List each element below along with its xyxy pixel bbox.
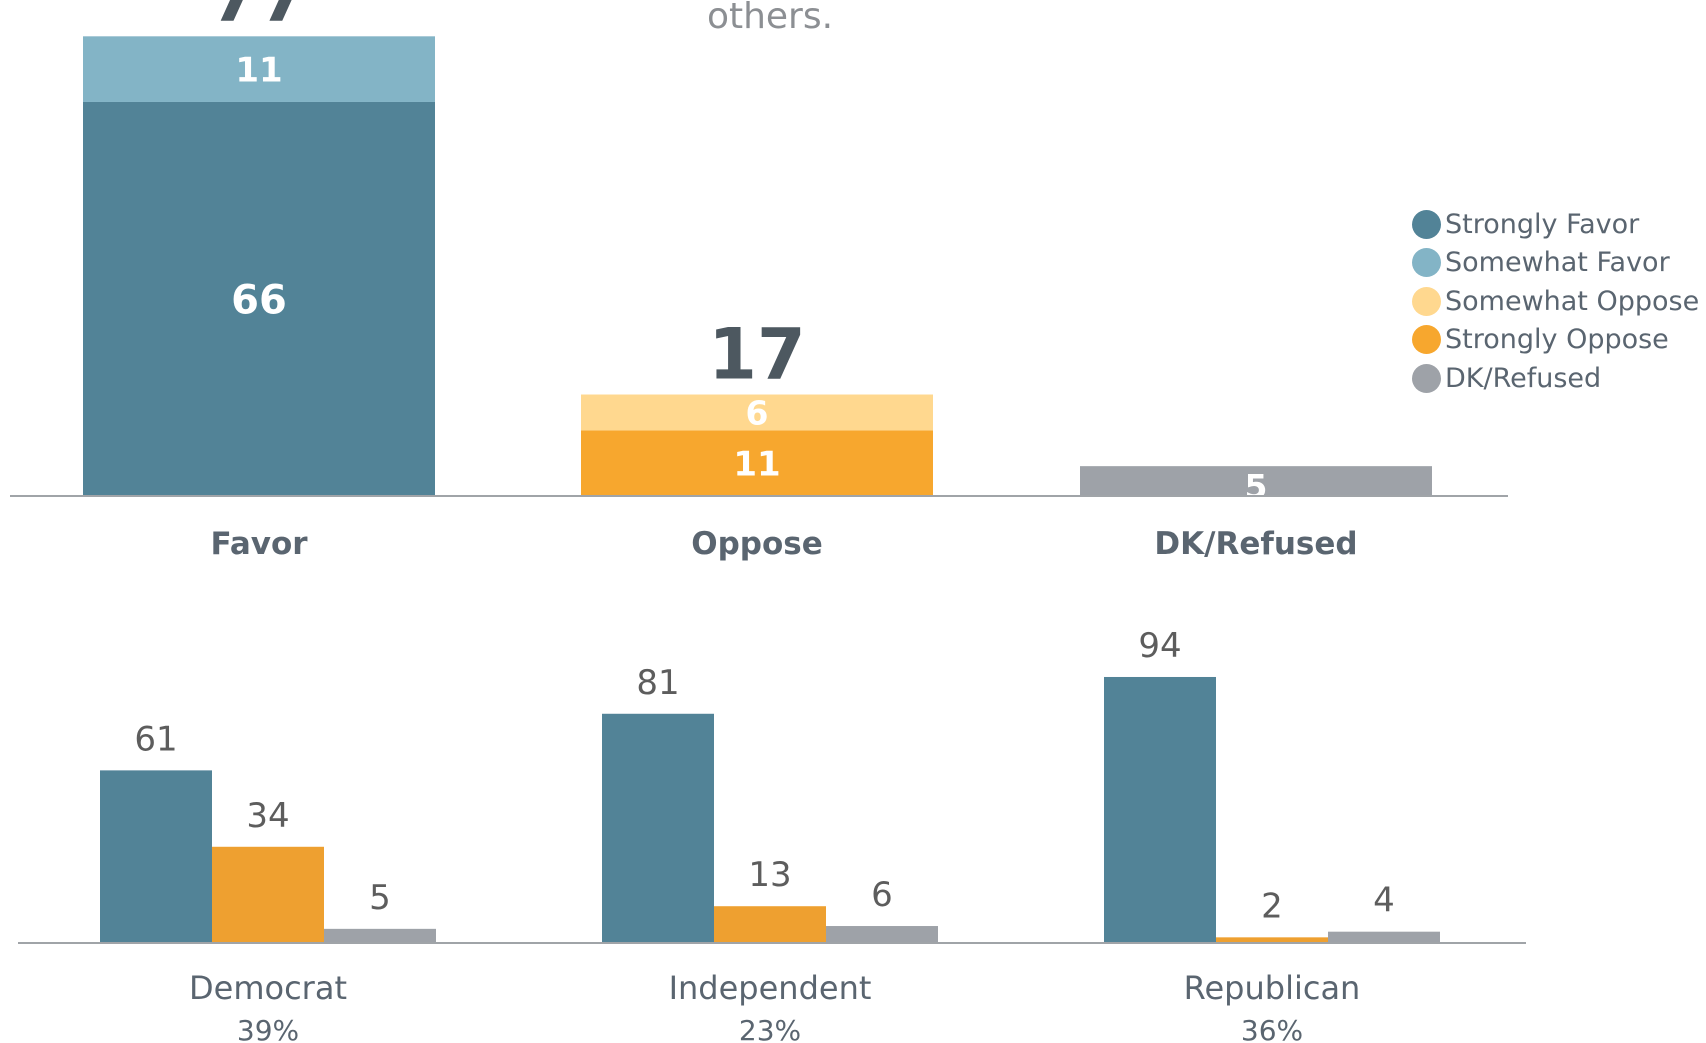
data-label-republican-oppose: 2: [1261, 886, 1283, 926]
legend-item-somewhat-oppose: Somewhat Oppose: [1412, 282, 1699, 321]
legend-item-strongly-oppose: Strongly Oppose: [1412, 321, 1699, 360]
top-stacked-bar-chart: 66 11 77 Favor 11 617 Oppose 5 DK/Refused: [10, 0, 1508, 562]
legend-item-strongly-favor: Strongly Favor: [1412, 205, 1699, 244]
bar-republican-dk-refused: [1328, 932, 1440, 943]
x-tick-label-republican: Republican: [1184, 969, 1361, 1007]
legend-label: Somewhat Oppose: [1445, 286, 1699, 317]
data-label-democrat-dk-refused: 5: [369, 878, 391, 918]
x-tick-sublabel-democrat: 39%: [237, 1014, 299, 1043]
legend-swatch: [1412, 248, 1441, 277]
data-label-republican-dk-refused: 4: [1373, 881, 1395, 921]
x-tick-label-dk-refused: DK/Refused: [1154, 526, 1357, 562]
data-label-independent-oppose: 13: [748, 855, 791, 895]
legend-item-dk-refused: DK/Refused: [1412, 359, 1699, 398]
bar-independent-dk-refused: [826, 926, 938, 943]
data-label-republican-favor: 94: [1138, 626, 1181, 666]
legend-swatch: [1412, 210, 1441, 239]
data-label-oppose-somewhat-oppose: 6: [746, 393, 769, 432]
legend-swatch: [1412, 325, 1441, 354]
bar-democrat-favor: [100, 770, 212, 943]
legend-swatch: [1412, 287, 1441, 316]
x-tick-label-oppose: Oppose: [691, 526, 823, 562]
data-label-favor-strongly-favor: 66: [231, 277, 287, 323]
bar-democrat-dk-refused: [324, 929, 436, 943]
chart-legend: Strongly Favor Somewhat Favor Somewhat O…: [1412, 205, 1699, 398]
total-label-oppose: 17: [708, 314, 805, 396]
legend-item-somewhat-favor: Somewhat Favor: [1412, 244, 1699, 283]
x-tick-label-favor: Favor: [210, 526, 308, 562]
legend-label: DK/Refused: [1445, 363, 1601, 394]
data-label-dk-refused-dk-refused: 5: [1245, 467, 1268, 506]
bar-independent-favor: [602, 714, 714, 943]
legend-label: Somewhat Favor: [1445, 247, 1670, 278]
x-tick-label-democrat: Democrat: [189, 969, 347, 1007]
bar-democrat-oppose: [212, 847, 324, 943]
legend-label: Strongly Favor: [1445, 209, 1639, 240]
legend-label: Strongly Oppose: [1445, 324, 1669, 355]
x-tick-label-independent: Independent: [669, 969, 872, 1007]
data-label-independent-dk-refused: 6: [871, 875, 893, 915]
data-label-democrat-oppose: 34: [246, 796, 289, 836]
bar-republican-favor: [1104, 677, 1216, 943]
bar-independent-oppose: [714, 906, 826, 943]
data-label-democrat-favor: 61: [134, 719, 177, 759]
x-tick-sublabel-republican: 36%: [1241, 1014, 1303, 1043]
x-tick-sublabel-independent: 23%: [739, 1014, 801, 1043]
legend-swatch: [1412, 364, 1441, 393]
data-label-independent-favor: 81: [636, 663, 679, 703]
data-label-favor-somewhat-favor: 11: [235, 50, 282, 90]
party-grouped-bar-chart: 61 34 5 Democrat 39% 81 13 6 Independent 23% 94 2 4 R…: [18, 626, 1526, 1043]
total-label-favor: 77: [210, 0, 307, 37]
data-label-oppose-strongly-oppose: 11: [733, 444, 780, 484]
